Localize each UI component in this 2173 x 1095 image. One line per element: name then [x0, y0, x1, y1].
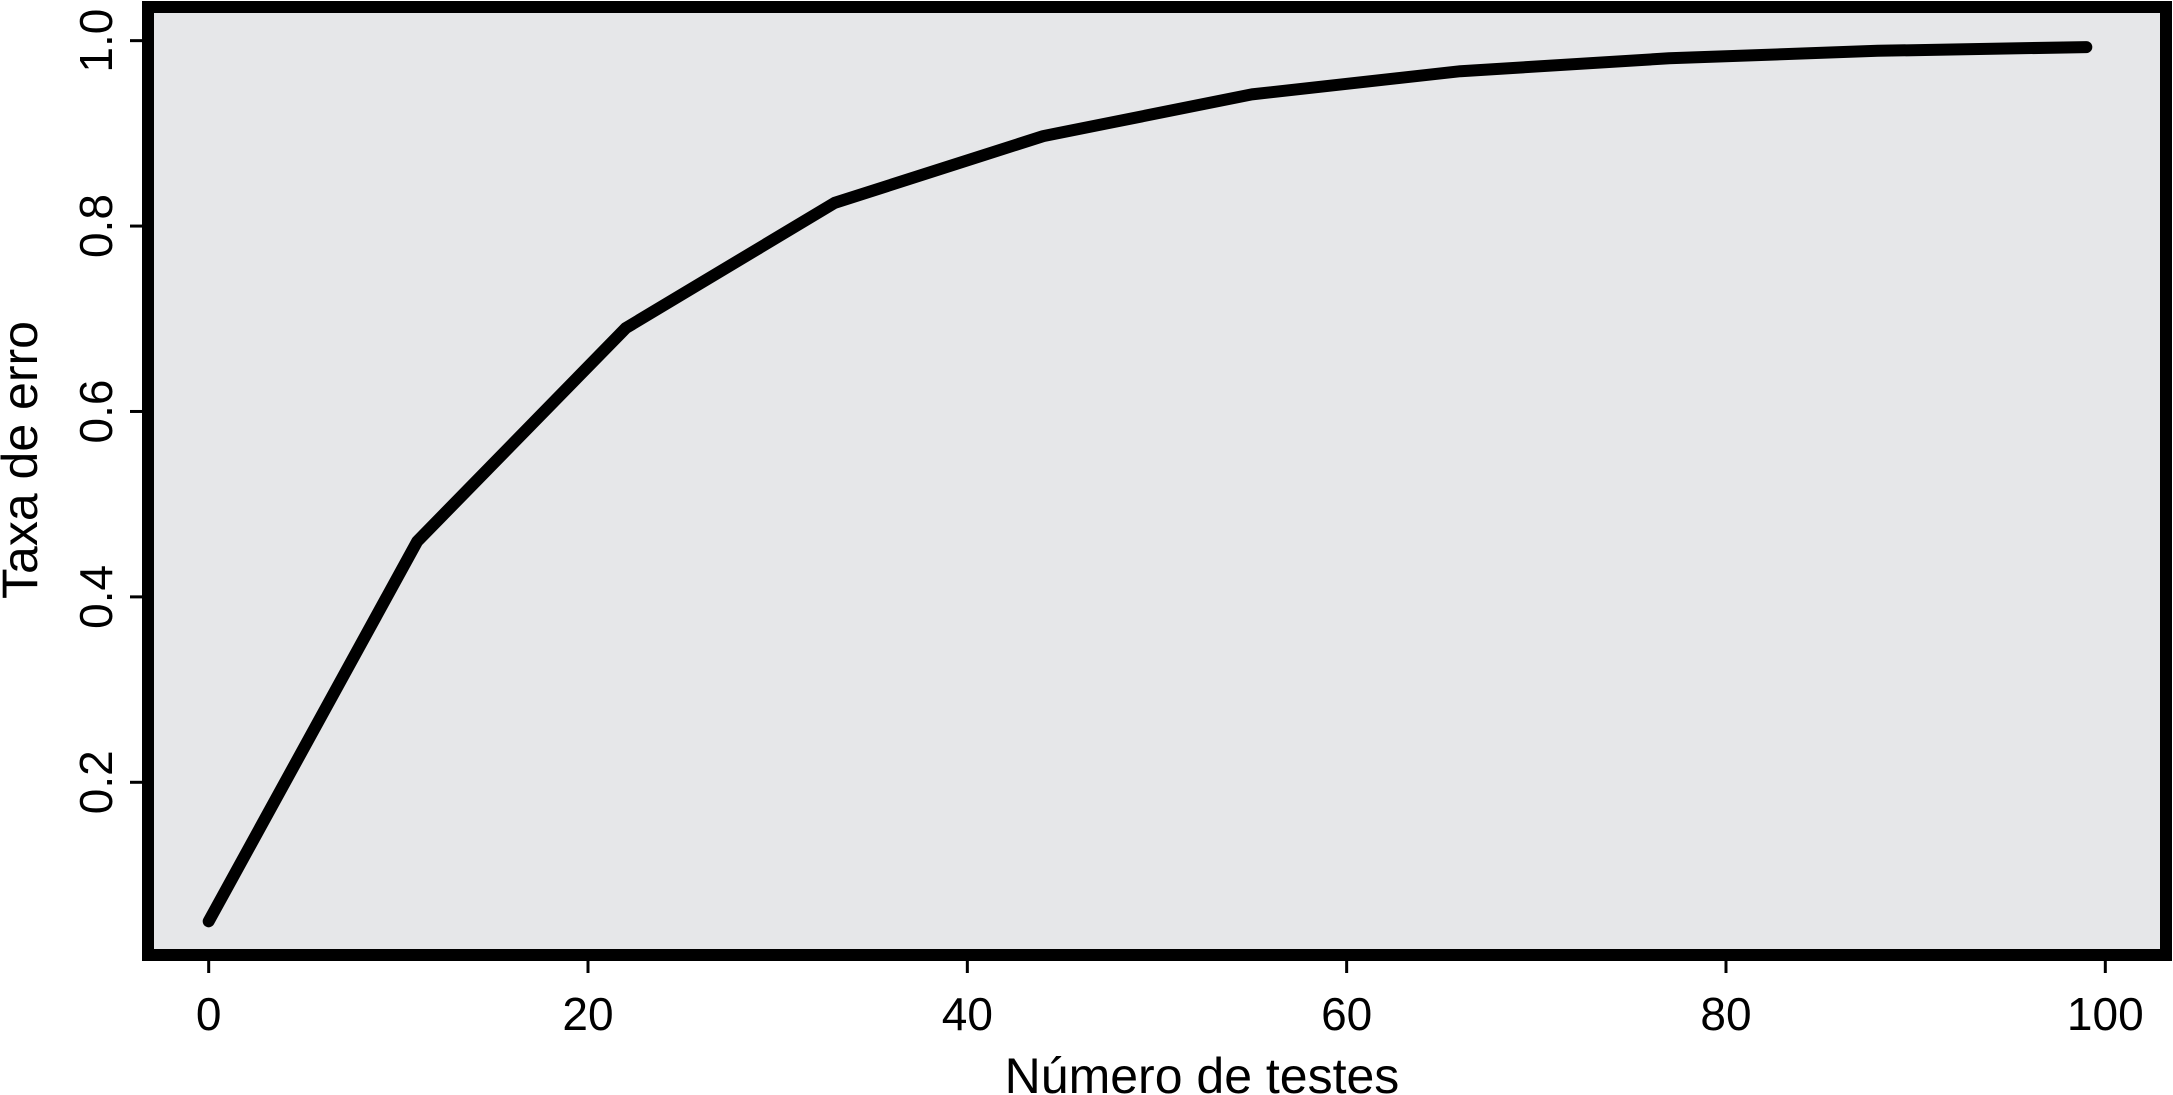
x-axis: 0 20 40 60 80 100 [196, 961, 2144, 1040]
y-axis: 0.2 0.4 0.6 0.8 1.0 [70, 9, 142, 814]
error-rate-line [202, 41, 2093, 928]
y-tick-label: 0.8 [70, 194, 122, 258]
x-tick-label: 80 [1700, 988, 1751, 1040]
y-tick-label: 0.6 [70, 379, 122, 443]
y-tick-label: 0.2 [70, 750, 122, 814]
y-axis-title: Taxa de erro [0, 321, 48, 599]
x-tick-label: 60 [1321, 988, 1372, 1040]
y-tick-label: 1.0 [70, 9, 122, 73]
plot-frame [142, 1, 2172, 961]
x-tick-label: 20 [562, 988, 613, 1040]
x-tick-label: 40 [942, 988, 993, 1040]
x-tick-label: 0 [196, 988, 222, 1040]
y-tick-label: 0.4 [70, 565, 122, 629]
plot-background [148, 7, 2166, 955]
x-tick-label: 100 [2067, 988, 2144, 1040]
x-axis-title: Número de testes [1005, 1048, 1400, 1095]
